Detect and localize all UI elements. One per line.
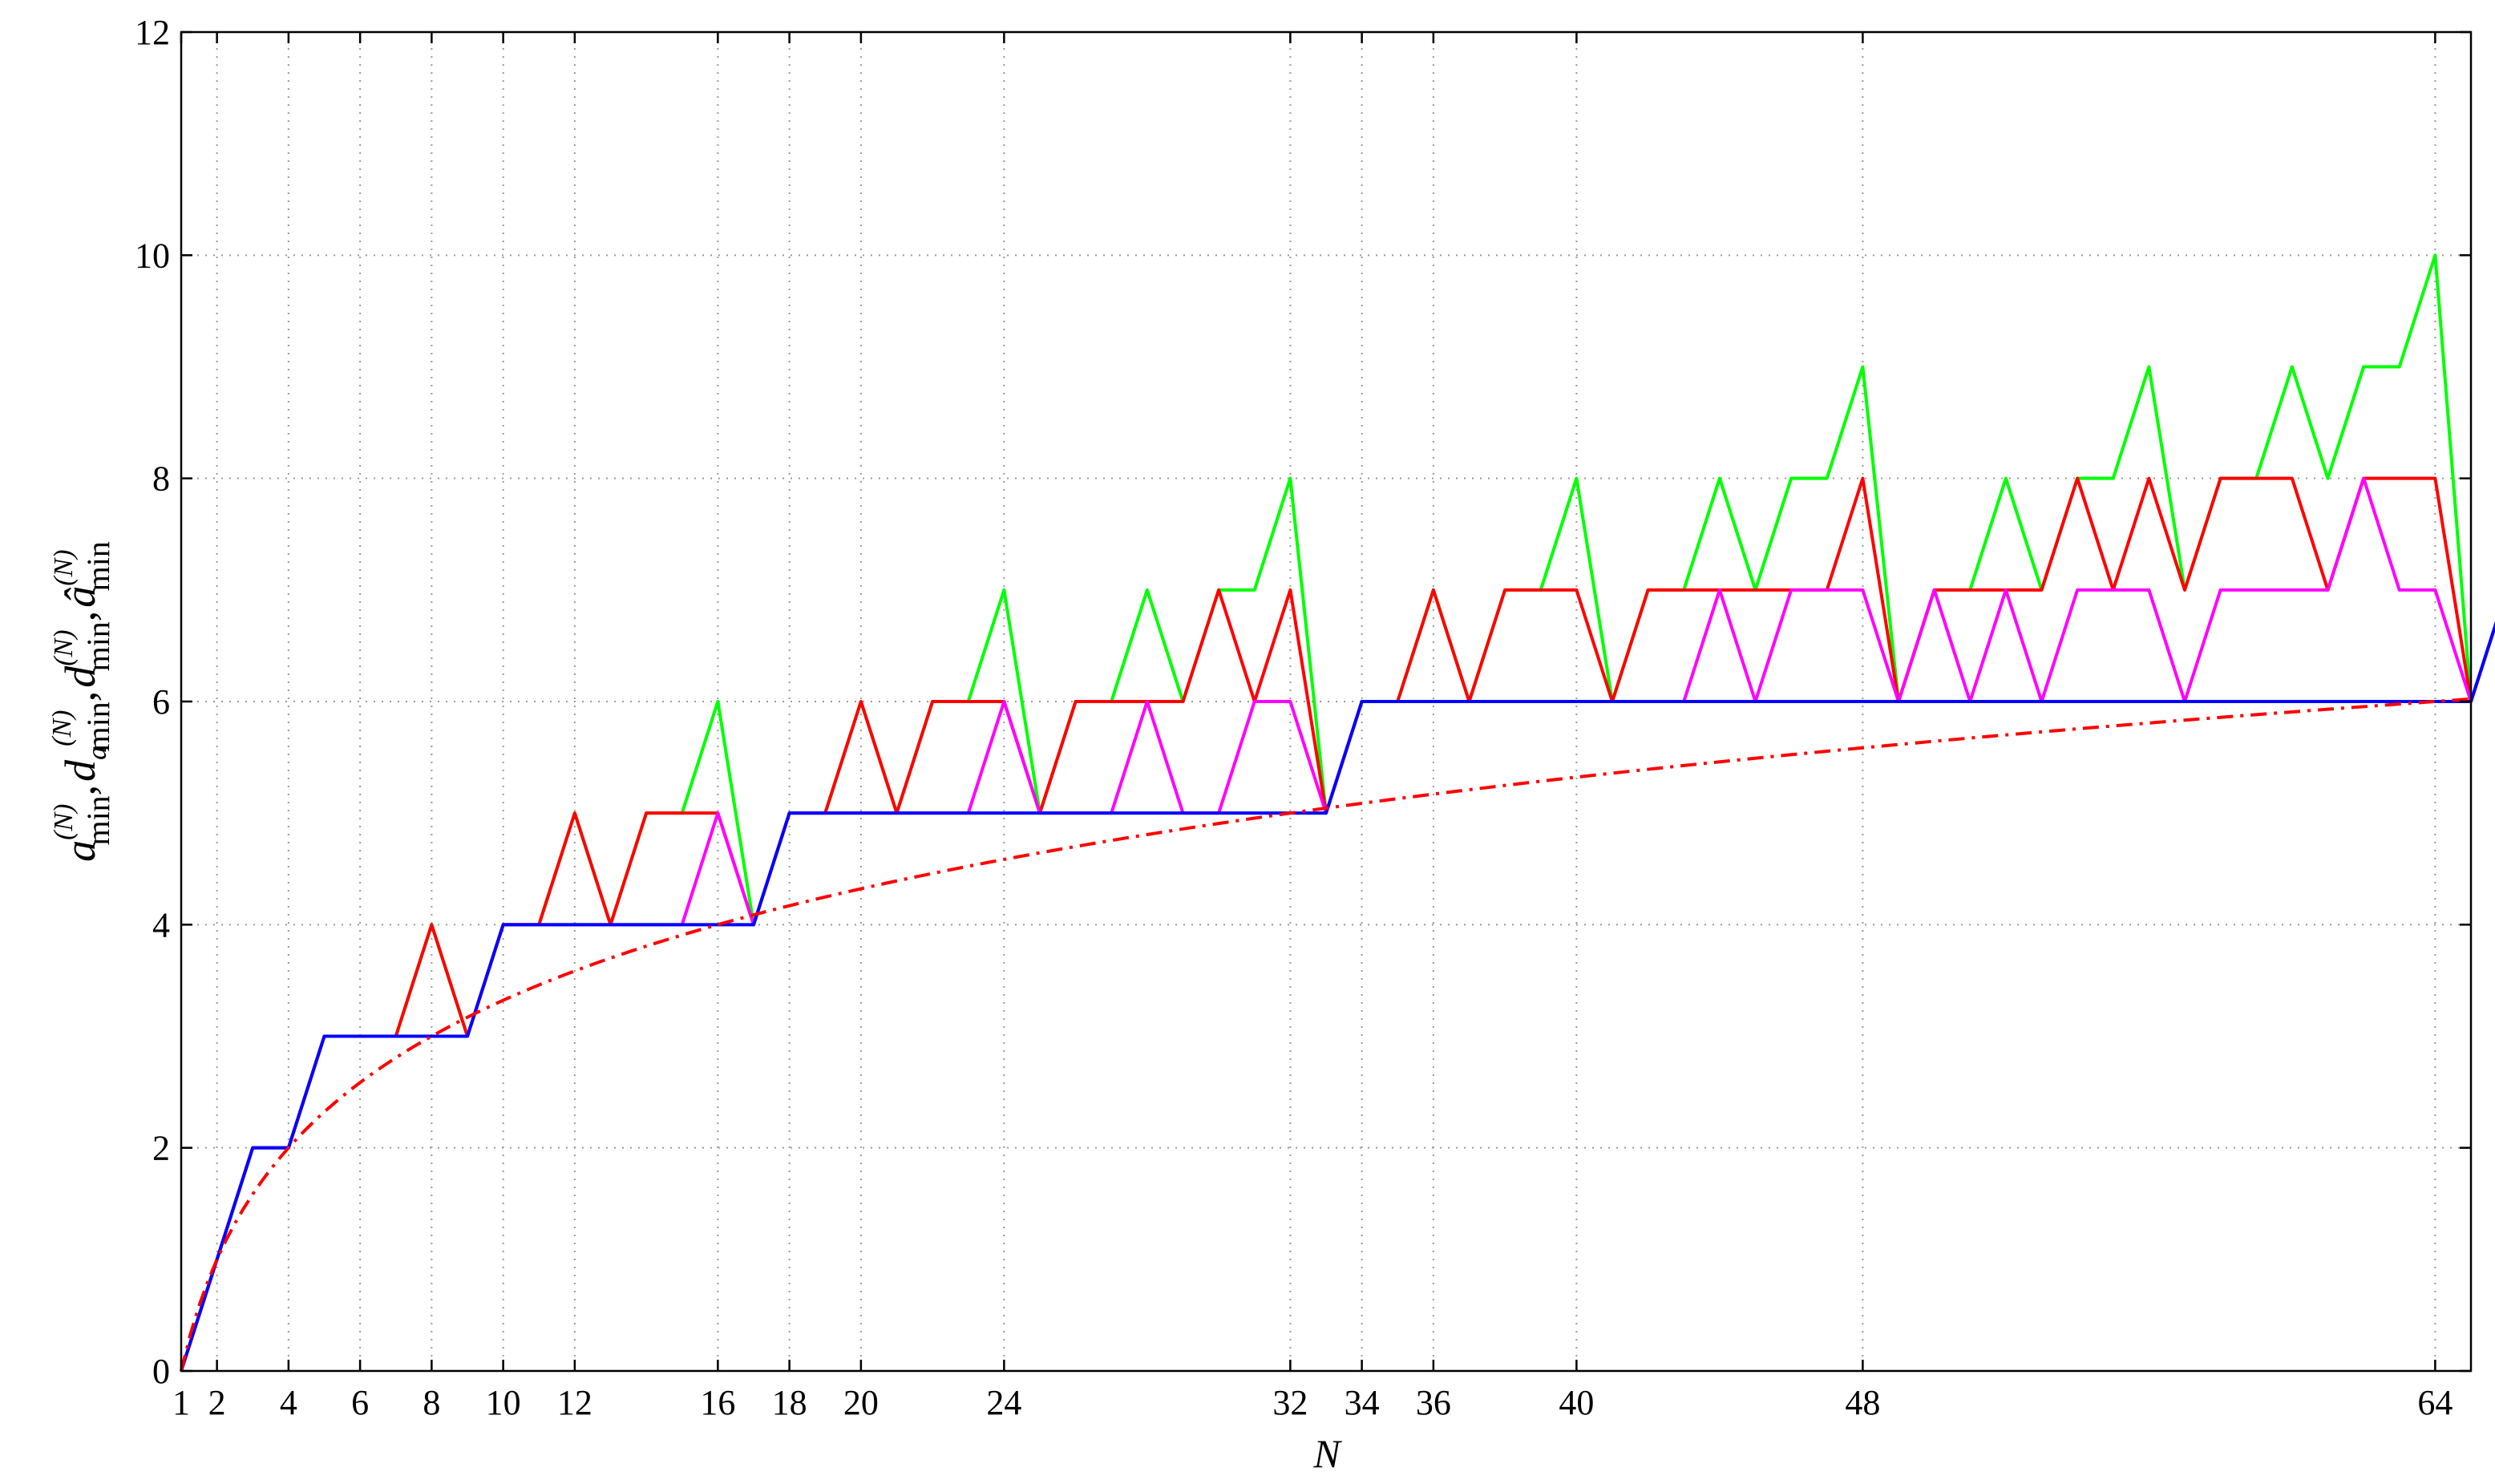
y-tick-label: 4 xyxy=(152,905,170,944)
axis-ticks xyxy=(180,30,2471,1373)
ylabel-sub-3: min xyxy=(80,621,116,671)
ylabel-sub-1: min xyxy=(80,795,116,845)
x-axis-label: N xyxy=(1312,1431,1342,1476)
ylabel-var-d1: d xyxy=(56,759,104,782)
x-tick-label: 4 xyxy=(280,1383,297,1422)
ylabel-sup-1: (N) xyxy=(49,804,79,840)
x-tick-label: 16 xyxy=(700,1383,735,1422)
ylabel-var-a: a xyxy=(56,840,104,862)
ylabel-sup-2: (N) xyxy=(47,710,77,746)
x-tick-label: 6 xyxy=(351,1383,369,1422)
ylabel-sub-4: min xyxy=(80,541,116,591)
x-tick-label: 36 xyxy=(1416,1383,1451,1422)
ylabel-sub-2: min xyxy=(80,702,116,751)
y-axis-label: a(N)min,da(N) min,d(N)min,â(N)min xyxy=(47,541,116,862)
y-tick-label: 8 xyxy=(152,459,170,499)
y-tick-label: 0 xyxy=(152,1352,170,1391)
x-tick-label: 20 xyxy=(843,1383,879,1422)
data-series xyxy=(180,253,2495,1372)
x-tick-label: 48 xyxy=(1845,1383,1880,1422)
x-tick-label: 40 xyxy=(1559,1383,1594,1422)
ylabel-var-d2: d xyxy=(56,665,104,688)
series-log2-bound xyxy=(180,697,2472,1372)
y-tick-label: 12 xyxy=(135,13,170,52)
y-tick-label: 10 xyxy=(135,236,170,275)
ylabel-sup-3: (N) xyxy=(49,629,79,665)
ylabel-var-ahat: â xyxy=(56,586,104,608)
x-tick-label: 12 xyxy=(557,1383,592,1422)
x-tick-label: 10 xyxy=(486,1383,521,1422)
svg-text:a(N)min,da(N)min,d(N)min,â(N)m: a(N)min,da(N) min,d(N)min,â(N)min xyxy=(47,541,116,862)
x-tick-label: 64 xyxy=(2417,1383,2453,1422)
y-tick-label: 2 xyxy=(152,1129,170,1168)
x-tick-label: 34 xyxy=(1345,1383,1380,1422)
series-blue xyxy=(180,621,2495,1372)
ylabel-sub-a: a xyxy=(83,746,112,760)
x-tick-label: 18 xyxy=(772,1383,807,1422)
ylabel-sep-2: , xyxy=(56,691,104,702)
x-tick-label: 8 xyxy=(423,1383,440,1422)
x-tick-label: 32 xyxy=(1272,1383,1308,1422)
ylabel-sup-4: (N) xyxy=(49,549,79,585)
series-green xyxy=(180,253,2495,1372)
x-tick-label: 24 xyxy=(986,1383,1021,1422)
y-tick-label: 6 xyxy=(152,682,170,722)
ylabel-sep-3: , xyxy=(56,611,104,622)
x-tick-label: 1 xyxy=(172,1383,190,1422)
x-tick-label: 2 xyxy=(208,1383,226,1422)
grid-lines xyxy=(180,31,2471,1372)
ylabel-sep-1: , xyxy=(56,785,104,796)
